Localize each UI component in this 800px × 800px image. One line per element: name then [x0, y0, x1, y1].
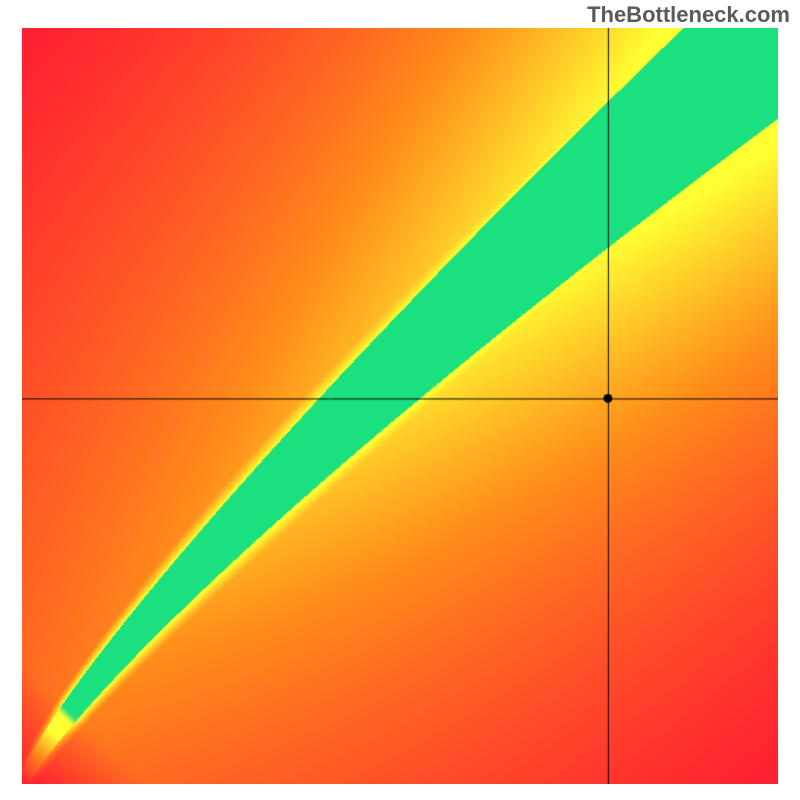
crosshair-overlay — [22, 28, 778, 784]
plot-area — [22, 28, 778, 784]
chart-container: TheBottleneck.com — [0, 0, 800, 800]
watermark-text: TheBottleneck.com — [587, 2, 790, 28]
